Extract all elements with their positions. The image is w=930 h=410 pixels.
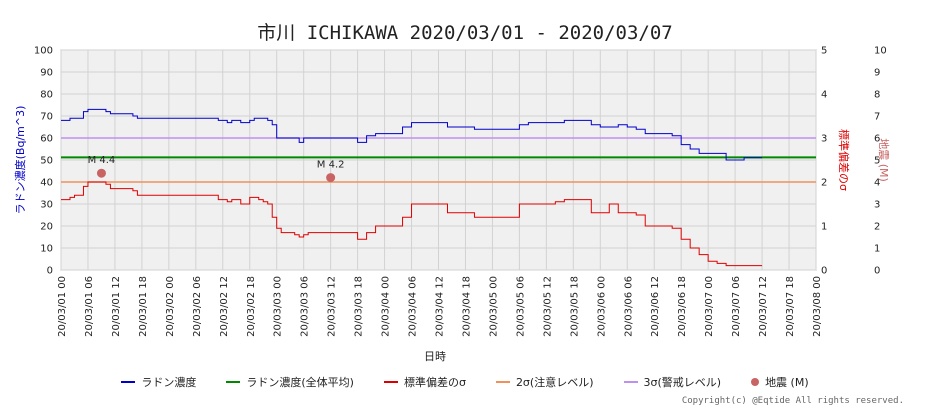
x-tick-label: 20/03/02 12 xyxy=(219,276,230,337)
legend-item: ラドン濃度 xyxy=(121,372,196,392)
x-tick-label: 20/03/05 12 xyxy=(542,276,553,337)
legend-swatch xyxy=(226,381,241,383)
y-sigma-tick-label: 0 xyxy=(821,266,827,277)
y-magnitude-tick-label: 2 xyxy=(874,222,880,233)
x-tick-label: 20/03/01 00 xyxy=(57,276,68,337)
y-left-tick-label: 50 xyxy=(40,156,53,167)
x-tick-label: 20/03/03 12 xyxy=(327,276,338,337)
x-tick-label: 20/03/07 06 xyxy=(731,276,742,337)
x-tick-label: 20/03/02 18 xyxy=(246,276,257,337)
legend-item: 3σ(警戒レベル) xyxy=(623,372,722,392)
y-magnitude-tick-label: 1 xyxy=(874,244,880,255)
x-tick-label: 20/03/07 12 xyxy=(758,276,769,337)
x-tick-label: 20/03/05 00 xyxy=(488,276,499,337)
legend: ラドン濃度 ラドン濃度(全体平均) 標準偏差のσ 2σ(注意レベル) 3σ(警戒レベル)… xyxy=(0,372,930,392)
y-magnitude-tick-label: 0 xyxy=(874,266,880,277)
y-left-tick-label: 90 xyxy=(40,68,53,79)
x-tick-label: 20/03/04 12 xyxy=(435,276,446,337)
y-left-tick-label: 30 xyxy=(40,200,53,211)
x-tick-label: 20/03/05 06 xyxy=(515,276,526,337)
y-left-tick-label: 20 xyxy=(40,222,53,233)
x-tick-label: 20/03/03 00 xyxy=(273,276,284,337)
x-tick-label: 20/03/06 00 xyxy=(596,276,607,337)
x-tick-label: 20/03/04 18 xyxy=(461,276,472,337)
legend-swatch xyxy=(383,381,398,383)
y-magnitude-tick-label: 4 xyxy=(874,178,880,189)
y-left-tick-label: 0 xyxy=(47,266,53,277)
y-axis-sigma-label: 標準偏差のσ xyxy=(837,129,851,191)
y-sigma-tick-label: 2 xyxy=(821,178,827,189)
earthquake-label: M 4.2 xyxy=(317,160,345,171)
y-magnitude-tick-label: 8 xyxy=(874,90,880,101)
y-left-tick-label: 80 xyxy=(40,90,53,101)
earthquake-point xyxy=(96,168,106,178)
y-magnitude-tick-label: 7 xyxy=(874,112,880,123)
x-tick-label: 20/03/01 18 xyxy=(138,276,149,337)
y-magnitude-tick-label: 6 xyxy=(874,134,880,145)
y-left-tick-label: 10 xyxy=(40,244,53,255)
legend-swatch xyxy=(623,381,638,383)
x-tick-label: 20/03/06 18 xyxy=(677,276,688,337)
chart: 市川 ICHIKAWA 2020/03/01 - 2020/03/07 M 4.… xyxy=(13,22,890,363)
x-tick-label: 20/03/08 00 xyxy=(812,276,823,337)
tick-labels: 0102030405060708090100012345012345678910… xyxy=(34,46,887,337)
x-tick-label: 20/03/01 12 xyxy=(111,276,122,337)
earthquake-point xyxy=(326,173,336,183)
series-line-2 xyxy=(61,181,763,267)
x-tick-label: 20/03/06 06 xyxy=(623,276,634,337)
x-tick-label: 20/03/07 18 xyxy=(785,276,796,337)
y-magnitude-tick-label: 3 xyxy=(874,200,880,211)
x-tick-label: 20/03/02 06 xyxy=(192,276,203,337)
legend-swatch xyxy=(495,381,510,383)
x-tick-label: 20/03/07 00 xyxy=(704,276,715,337)
legend-label: ラドン濃度(全体平均) xyxy=(246,376,354,389)
y-axis-left-label: ラドン濃度(Bq/m^3) xyxy=(13,106,27,215)
y-magnitude-tick-label: 5 xyxy=(874,156,880,167)
y-magnitude-tick-label: 10 xyxy=(874,46,887,57)
legend-swatch xyxy=(751,378,760,386)
y-left-tick-label: 100 xyxy=(34,46,53,57)
legend-item: ラドン濃度(全体平均) xyxy=(226,372,354,392)
legend-item: 地震 (M) xyxy=(751,372,809,392)
y-sigma-tick-label: 4 xyxy=(821,90,827,101)
y-magnitude-tick-label: 9 xyxy=(874,68,880,79)
x-tick-label: 20/03/06 12 xyxy=(650,276,661,337)
legend-label: 地震 (M) xyxy=(765,376,809,389)
x-axis-label: 日時 xyxy=(424,350,446,363)
legend-item: 標準偏差のσ xyxy=(383,372,466,392)
chart-title: 市川 ICHIKAWA 2020/03/01 - 2020/03/07 xyxy=(257,22,673,44)
copyright-text: Copyright(c) @Eqtide All rights reserved… xyxy=(681,396,904,406)
y-sigma-tick-label: 3 xyxy=(821,134,827,145)
x-tick-label: 20/03/04 06 xyxy=(408,276,419,337)
series-group: M 4.4 M 4.2 xyxy=(61,108,816,267)
x-tick-label: 20/03/02 00 xyxy=(165,276,176,337)
y-sigma-tick-label: 5 xyxy=(821,46,827,57)
legend-label: ラドン濃度 xyxy=(141,376,197,389)
x-tick-label: 20/03/03 06 xyxy=(300,276,311,337)
legend-label: 標準偏差のσ xyxy=(403,376,466,389)
legend-label: 2σ(注意レベル) xyxy=(515,376,594,389)
x-tick-label: 20/03/03 18 xyxy=(354,276,365,337)
y-left-tick-label: 60 xyxy=(40,134,53,145)
x-tick-label: 20/03/01 06 xyxy=(84,276,95,337)
y-axis-magnitude-label: 地震 (M) xyxy=(877,138,890,182)
y-left-tick-label: 70 xyxy=(40,112,53,123)
x-tick-label: 20/03/04 00 xyxy=(381,276,392,337)
earthquake-label: M 4.4 xyxy=(88,155,116,166)
legend-label: 3σ(警戒レベル) xyxy=(643,376,722,389)
y-sigma-tick-label: 1 xyxy=(821,222,827,233)
x-tick-label: 20/03/05 18 xyxy=(569,276,580,337)
y-left-tick-label: 40 xyxy=(40,178,53,189)
legend-item: 2σ(注意レベル) xyxy=(495,372,594,392)
series-line-0 xyxy=(61,108,763,161)
legend-swatch xyxy=(121,381,136,383)
